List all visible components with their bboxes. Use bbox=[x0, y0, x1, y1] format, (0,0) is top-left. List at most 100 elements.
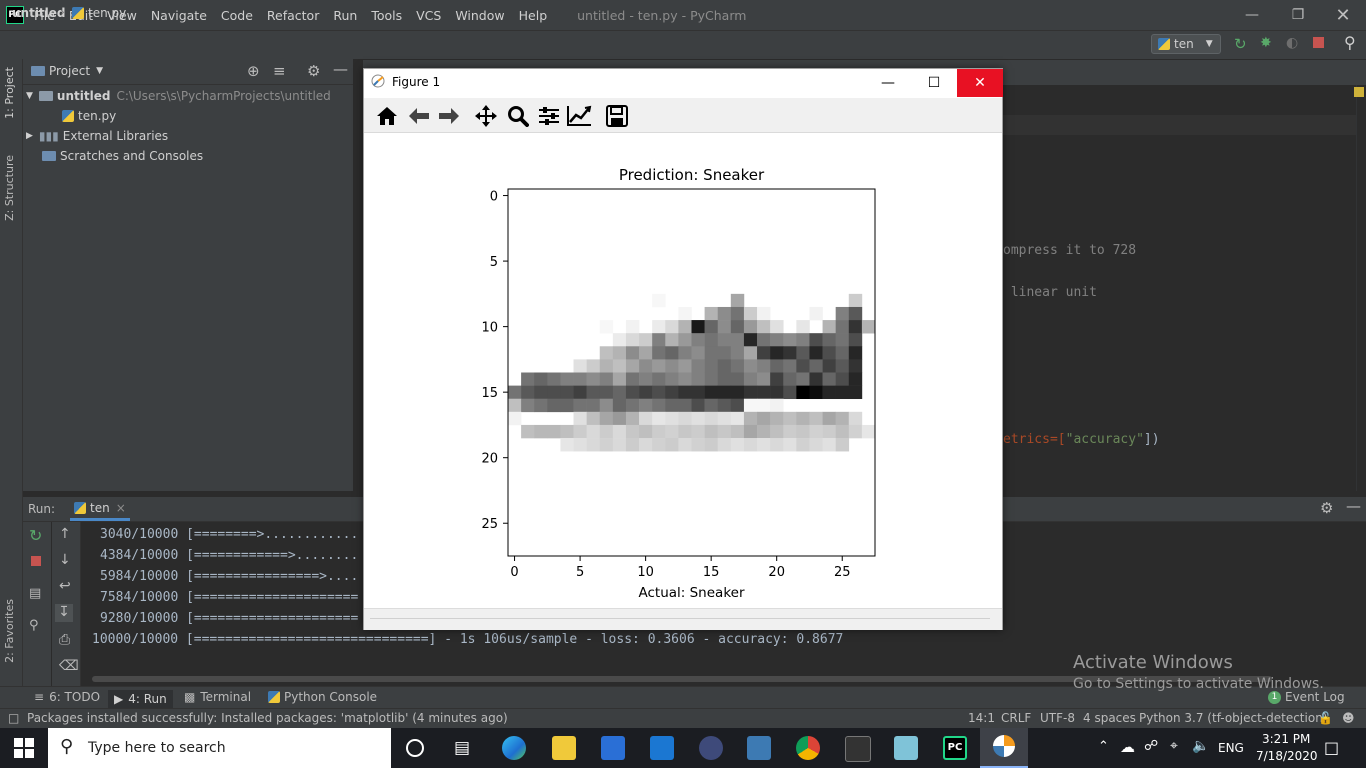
status-indent[interactable]: 4 spaces bbox=[1083, 711, 1136, 725]
soft-wrap-icon[interactable]: ↩ bbox=[59, 578, 71, 594]
gear-icon[interactable]: ⚙ bbox=[307, 62, 321, 80]
editor-scrollbar[interactable] bbox=[1356, 85, 1366, 491]
breadcrumb-project[interactable]: untitled bbox=[12, 6, 66, 20]
clock-time[interactable]: 3:21 PM bbox=[1262, 732, 1311, 746]
zoom-icon[interactable] bbox=[505, 103, 531, 129]
menu-run[interactable]: Run bbox=[333, 7, 358, 23]
microsoft-store-icon[interactable] bbox=[601, 736, 625, 760]
onedrive-cloud-icon[interactable]: ☁ bbox=[1120, 738, 1135, 756]
volume-icon[interactable]: 🔈 bbox=[1192, 738, 1210, 754]
status-caret-position[interactable]: 14:1 bbox=[968, 711, 995, 725]
notes-app-icon[interactable] bbox=[894, 736, 918, 760]
obs-icon[interactable] bbox=[699, 736, 723, 760]
mail-icon[interactable] bbox=[650, 736, 674, 760]
coverage-icon[interactable]: ◐ bbox=[1286, 35, 1299, 51]
tab-todo[interactable]: ≡ 6: TODO bbox=[34, 690, 100, 704]
home-icon[interactable] bbox=[374, 103, 400, 129]
back-arrow-icon[interactable] bbox=[406, 103, 432, 129]
restore-icon[interactable]: ❐ bbox=[1291, 7, 1305, 23]
debug-icon[interactable]: ✸ bbox=[1260, 35, 1272, 51]
menu-navigate[interactable]: Navigate bbox=[150, 7, 207, 23]
figure-maximize-icon[interactable]: ☐ bbox=[927, 75, 941, 91]
virtualbox-icon[interactable] bbox=[747, 736, 771, 760]
network-icon[interactable]: ☍ bbox=[1144, 738, 1159, 754]
menu-view[interactable]: View bbox=[107, 7, 137, 23]
tree-item-project-root[interactable]: ▼ untitled C:\Users\s\PycharmProjects\un… bbox=[26, 89, 331, 103]
tab-favorites[interactable]: 2: Favorites bbox=[3, 599, 16, 663]
tab-run[interactable]: ▶ 4: Run bbox=[108, 690, 173, 708]
hide-panel-icon[interactable]: — bbox=[1346, 497, 1361, 515]
chrome-icon[interactable] bbox=[796, 736, 820, 760]
wifi-icon[interactable]: ⌖ bbox=[1170, 738, 1178, 754]
print-icon[interactable]: ⎙ bbox=[59, 632, 71, 648]
close-icon[interactable]: ✕ bbox=[1335, 4, 1351, 26]
tray-chevron-up-icon[interactable]: ⌃ bbox=[1098, 739, 1109, 754]
menu-code[interactable]: Code bbox=[220, 7, 253, 23]
menu-help[interactable]: Help bbox=[518, 7, 548, 23]
edit-axes-icon[interactable] bbox=[566, 103, 592, 129]
notifications-icon[interactable]: □ bbox=[1324, 738, 1340, 757]
rerun-icon[interactable]: ↻ bbox=[1234, 35, 1247, 53]
status-line-separator[interactable]: CRLF bbox=[1001, 711, 1032, 725]
save-icon[interactable] bbox=[604, 103, 630, 129]
menu-file[interactable]: File bbox=[34, 7, 55, 23]
menu-tools[interactable]: Tools bbox=[371, 7, 403, 23]
pin-icon[interactable]: ⚲ bbox=[29, 618, 39, 633]
figure-minimize-icon[interactable]: — bbox=[881, 75, 895, 91]
console-horizontal-scrollbar[interactable] bbox=[92, 676, 1272, 682]
tree-item-file[interactable]: ten.py bbox=[62, 109, 116, 123]
warning-marker-icon[interactable] bbox=[1354, 87, 1364, 97]
status-panel-toggle-icon[interactable]: □ bbox=[8, 711, 20, 725]
search-everywhere-icon[interactable]: ⚲ bbox=[1344, 33, 1356, 52]
gear-icon[interactable]: ⚙ bbox=[1320, 499, 1334, 517]
down-arrow-icon[interactable]: ↓ bbox=[59, 552, 71, 568]
cortana-icon[interactable] bbox=[406, 739, 424, 757]
tab-python-console[interactable]: Python Console bbox=[268, 690, 377, 704]
pan-icon[interactable] bbox=[473, 103, 499, 129]
tree-item-external-libraries[interactable]: ▶ ▮▮▮ External Libraries bbox=[26, 129, 168, 143]
status-encoding[interactable]: UTF-8 bbox=[1040, 711, 1075, 725]
layout-icon[interactable]: ▤ bbox=[29, 586, 42, 601]
pycharm-taskbar-icon[interactable]: PC bbox=[943, 736, 967, 760]
tree-item-scratches[interactable]: Scratches and Consoles bbox=[42, 149, 203, 163]
figure-close-icon[interactable]: ✕ bbox=[957, 69, 1003, 97]
collapse-all-icon[interactable]: ≡ bbox=[273, 62, 286, 80]
lock-icon[interactable]: 🔓 bbox=[1318, 711, 1333, 725]
minimize-icon[interactable]: — bbox=[1245, 7, 1259, 23]
edge-browser-icon[interactable] bbox=[502, 736, 526, 760]
file-explorer-icon[interactable] bbox=[552, 736, 576, 760]
status-interpreter[interactable]: Python 3.7 (tf-object-detection) bbox=[1139, 711, 1328, 725]
inspector-icon[interactable]: ☻ bbox=[1342, 711, 1355, 725]
menu-vcs[interactable]: VCS bbox=[416, 7, 442, 23]
status-message[interactable]: Packages installed successfully: Install… bbox=[27, 711, 508, 725]
terminal-app-icon[interactable] bbox=[845, 736, 871, 762]
tab-terminal[interactable]: ▩ Terminal bbox=[184, 690, 251, 704]
menu-window[interactable]: Window bbox=[455, 7, 505, 23]
trash-icon[interactable]: ⌫ bbox=[59, 658, 79, 674]
scroll-to-end-icon[interactable]: ↧ bbox=[55, 604, 73, 622]
tab-structure[interactable]: Z: Structure bbox=[3, 155, 16, 221]
locate-icon[interactable]: ⊕ bbox=[247, 62, 260, 80]
taskbar-search-box[interactable]: ⚲ Type here to search bbox=[48, 728, 391, 768]
project-view-selector[interactable]: Project ▼ bbox=[31, 64, 103, 78]
task-view-icon[interactable]: ▤ bbox=[454, 738, 471, 758]
breadcrumb-file[interactable]: ten.py bbox=[72, 6, 126, 20]
up-arrow-icon[interactable]: ↑ bbox=[59, 526, 71, 542]
rerun-icon[interactable]: ↻ bbox=[29, 526, 43, 545]
event-log-tab[interactable]: 1 Event Log bbox=[1268, 690, 1345, 704]
stop-icon[interactable] bbox=[1313, 37, 1324, 48]
close-tab-icon[interactable]: × bbox=[115, 500, 126, 515]
hide-panel-icon[interactable]: — bbox=[333, 60, 348, 78]
matplotlib-taskbar-button[interactable] bbox=[980, 728, 1028, 768]
menu-refactor[interactable]: Refactor bbox=[266, 7, 320, 23]
figure-canvas[interactable]: 0 5 10 15 20 25 0 5 10 15 20 25 Prediction: Sneaker A… bbox=[364, 133, 1002, 607]
stop-icon[interactable] bbox=[31, 556, 41, 566]
forward-arrow-icon[interactable] bbox=[436, 103, 462, 129]
run-tab-ten[interactable]: ten × bbox=[70, 497, 130, 521]
tab-project[interactable]: 1: Project bbox=[3, 67, 16, 119]
clock-date[interactable]: 7/18/2020 bbox=[1256, 749, 1318, 763]
run-configuration-select[interactable]: ten ▼ bbox=[1151, 34, 1221, 54]
subplots-config-icon[interactable] bbox=[536, 103, 562, 129]
windows-start-icon[interactable] bbox=[14, 738, 34, 761]
language-indicator[interactable]: ENG bbox=[1218, 741, 1244, 755]
